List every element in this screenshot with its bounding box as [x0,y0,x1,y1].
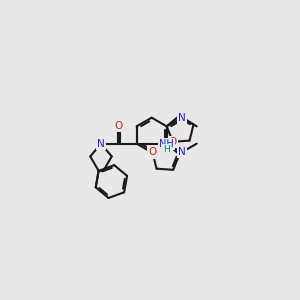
Text: N: N [178,113,186,123]
Text: N: N [97,139,105,149]
Text: NH: NH [159,139,174,149]
Text: O: O [148,148,157,158]
Text: O: O [169,137,177,147]
Text: H: H [164,145,170,154]
Text: O: O [114,121,122,131]
Text: N: N [178,147,186,157]
